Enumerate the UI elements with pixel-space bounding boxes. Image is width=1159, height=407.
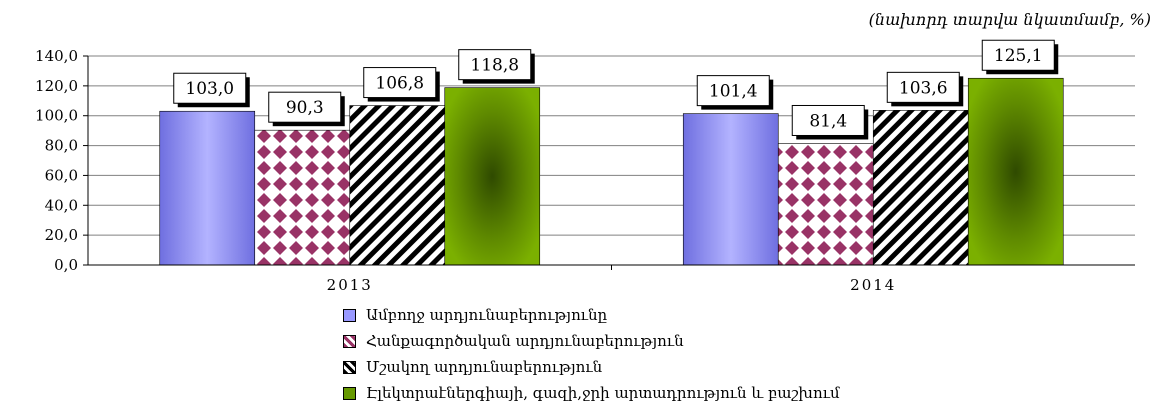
legend-item: Ամբողջ արդյունաբերությունը	[343, 302, 840, 328]
data-label: 101,4	[709, 82, 758, 102]
data-label-box	[791, 104, 865, 136]
y-tick-label: 120,0	[35, 77, 78, 95]
y-tick-label: 40,0	[45, 196, 78, 214]
y-tick-label: 60,0	[45, 166, 78, 184]
legend-item: Էլեկտրաէներգիայի, գազի,ջրի արտադրություն…	[343, 380, 840, 406]
y-tick-label: 20,0	[45, 226, 78, 244]
bar-manufacturing	[349, 105, 446, 266]
legend-label: Ամբողջ արդյունաբերությունը	[366, 306, 608, 324]
bar-mining	[777, 143, 874, 266]
legend-swatch-green	[343, 386, 356, 400]
data-label: 90,3	[286, 98, 324, 118]
y-tick-label: 80,0	[45, 137, 78, 155]
data-label-box	[363, 67, 437, 99]
data-label: 103,6	[899, 78, 948, 98]
bar-manufacturing	[872, 110, 969, 266]
data-label-box	[458, 49, 532, 81]
bar-energy	[444, 87, 541, 266]
legend-swatch-stripe	[343, 360, 356, 374]
legend: Ամբողջ արդյունաբերությունը Հանքագործական…	[343, 302, 840, 406]
data-label-box	[886, 71, 960, 103]
unit-note: (նախորդ տարվա նկատմամբ, %)	[868, 10, 1151, 29]
data-label-box	[268, 91, 342, 123]
bar-total	[682, 113, 779, 266]
data-label: 81,4	[809, 111, 847, 131]
data-label-box	[173, 72, 247, 104]
data-label-box	[981, 39, 1055, 71]
bar-chart: 103,0 90,3 106,8 118,8 101,4 81,4 103,6 125,1 0…	[35, 39, 1135, 294]
data-label: 103,0	[185, 79, 234, 99]
legend-swatch-blue	[343, 308, 356, 322]
x-tick-label: 2013	[327, 276, 373, 294]
legend-label: Հանքագործական արդյունաբերություն	[366, 332, 684, 350]
y-tick-label: 140,0	[35, 47, 78, 65]
legend-label: Մշակող արդյունաբերություն	[366, 358, 603, 376]
legend-swatch-diamond	[343, 334, 356, 348]
data-label: 125,1	[994, 46, 1043, 66]
data-label: 118,8	[470, 56, 519, 76]
y-tick-label: 100,0	[35, 107, 78, 125]
bar-mining	[254, 129, 351, 266]
bar-energy	[967, 77, 1064, 266]
bar-total	[159, 110, 256, 266]
x-tick-label: 2014	[850, 276, 896, 294]
y-tick-label: 0,0	[54, 256, 78, 274]
data-label: 106,8	[375, 74, 424, 94]
legend-item: Մշակող արդյունաբերություն	[343, 354, 840, 380]
legend-item: Հանքագործական արդյունաբերություն	[343, 328, 840, 354]
data-label-box	[696, 75, 770, 107]
legend-label: Էլեկտրաէներգիայի, գազի,ջրի արտադրություն…	[366, 384, 840, 402]
